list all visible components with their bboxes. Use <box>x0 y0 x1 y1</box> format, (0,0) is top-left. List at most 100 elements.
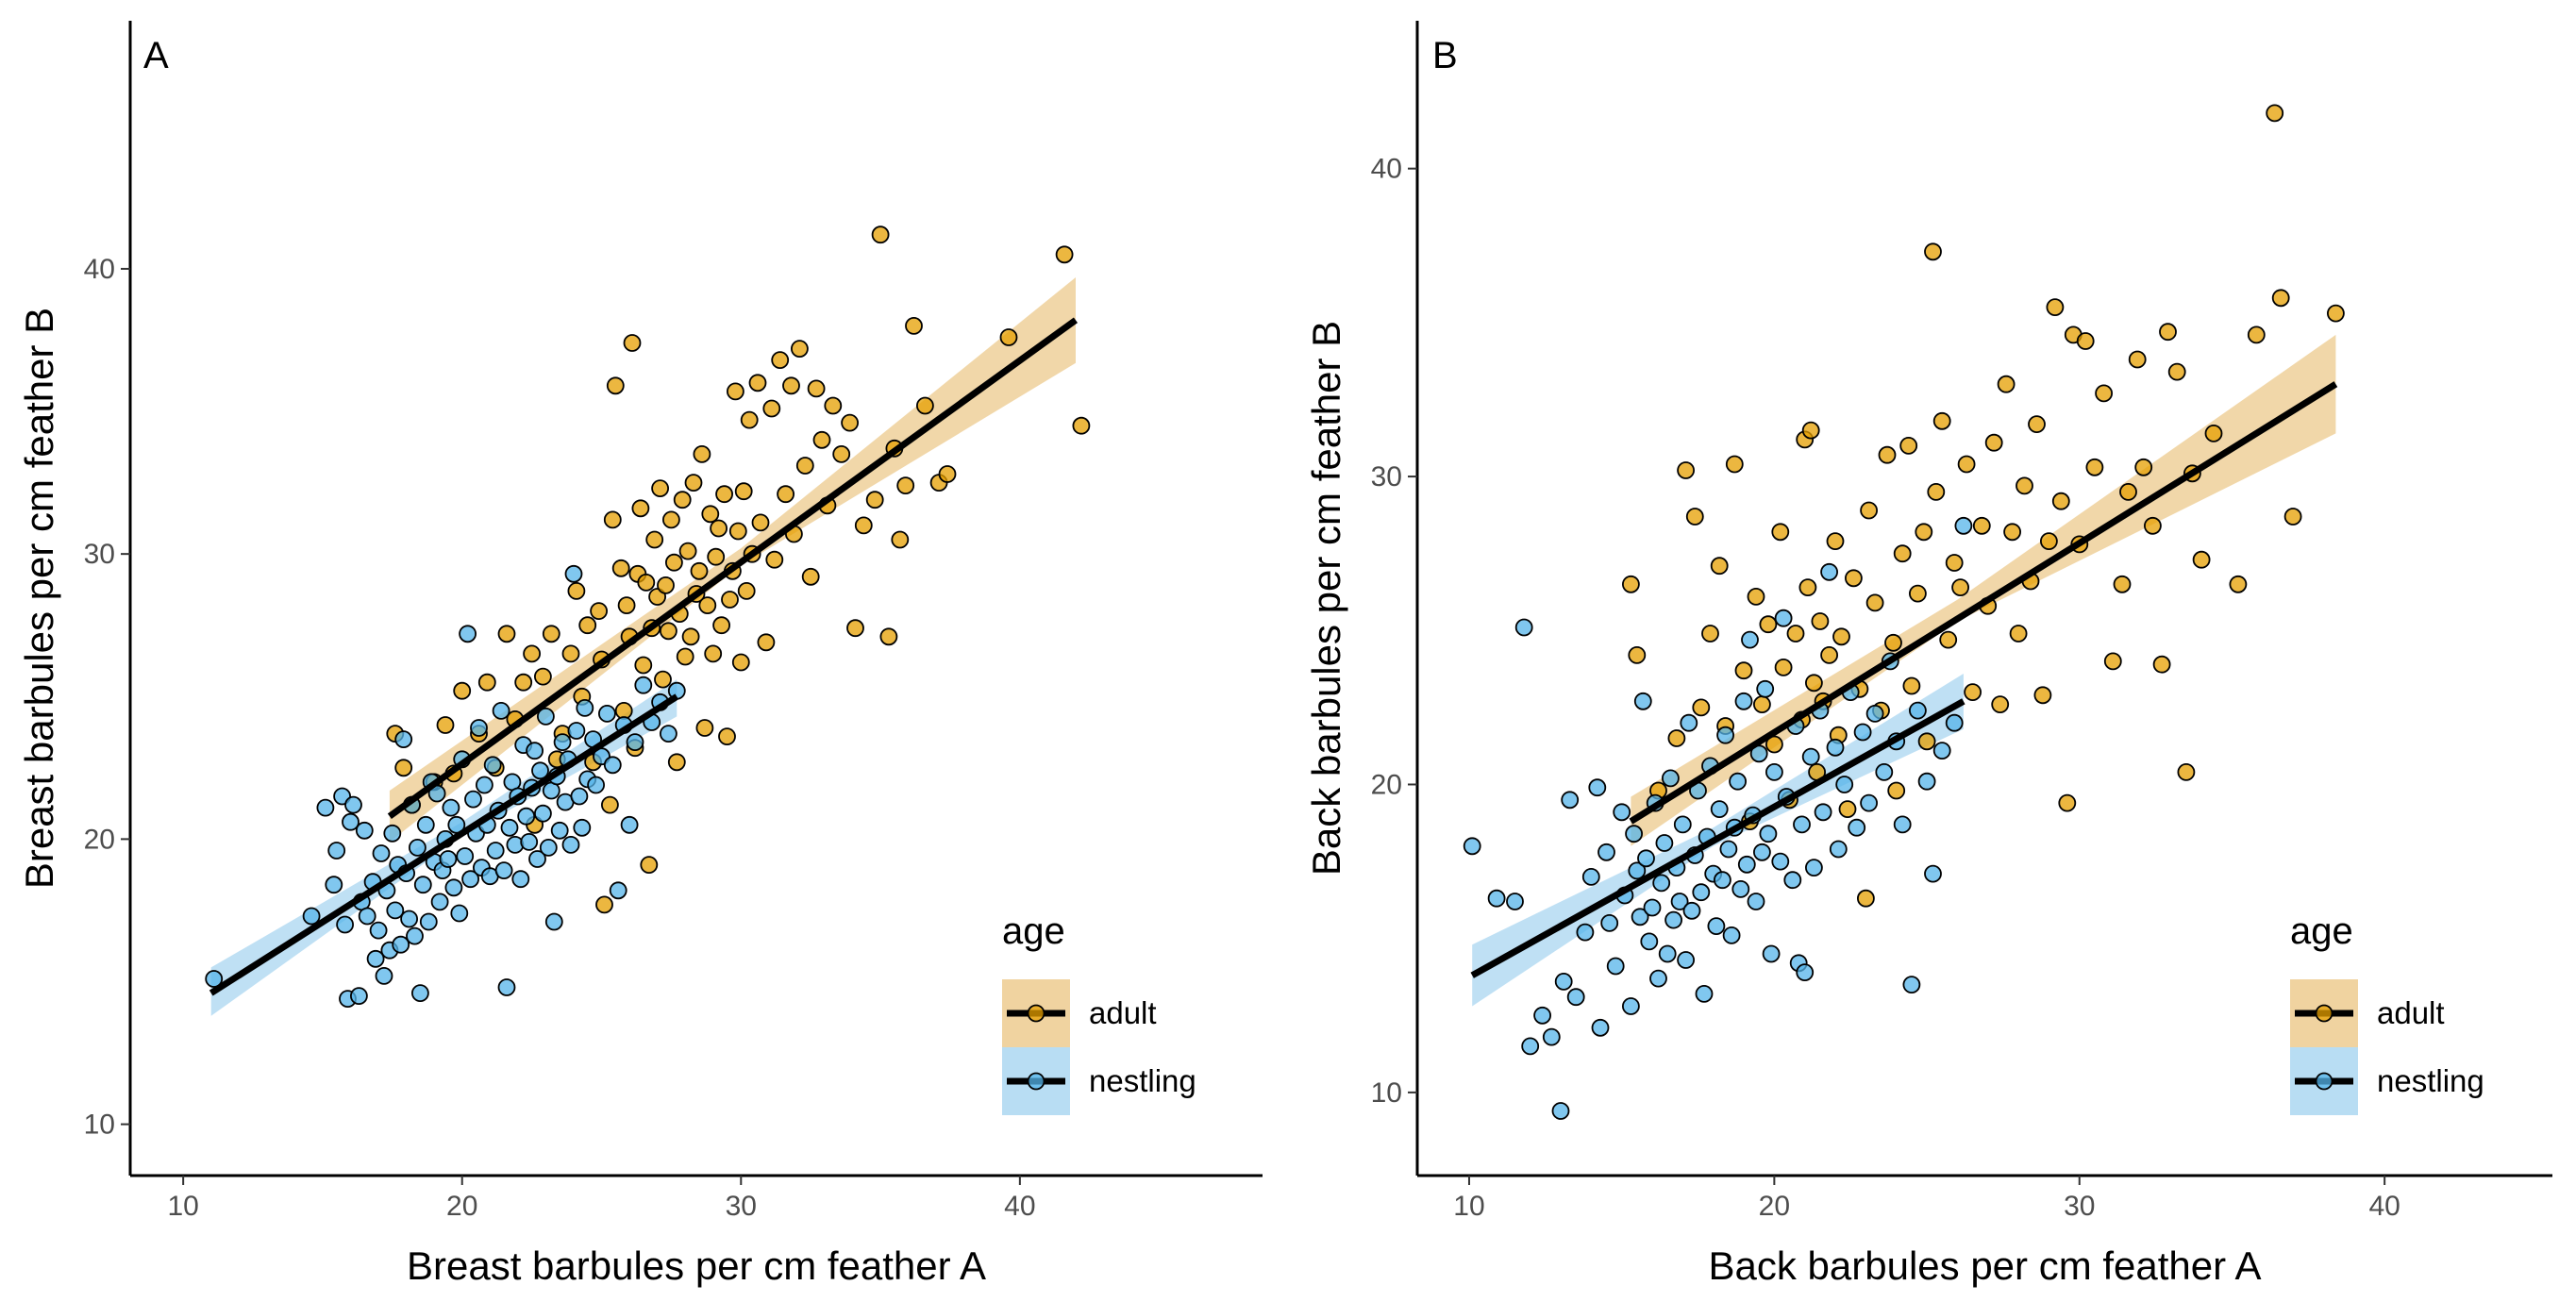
nestling-point <box>1551 1102 1570 1120</box>
nestling-point <box>1597 843 1615 861</box>
nestling-point <box>302 907 321 926</box>
nestling-point <box>383 824 402 843</box>
adult-point <box>704 644 723 663</box>
adult-point <box>1899 436 1918 455</box>
y-tick-label: 30 <box>1371 461 1402 492</box>
nestling-point <box>497 978 516 996</box>
adult-point <box>1838 800 1857 818</box>
adult-point <box>1951 578 1970 596</box>
panel-tag: B <box>1432 35 1458 76</box>
nestling-point <box>1917 772 1936 791</box>
nestling-point <box>1677 951 1695 969</box>
nestling-point <box>442 798 460 817</box>
nestling-point <box>1637 849 1655 868</box>
nestling-point <box>1692 883 1711 902</box>
nestling-point <box>1649 969 1667 988</box>
adult-point <box>1972 516 1991 535</box>
adult-point <box>1932 411 1951 430</box>
nestling-point <box>1487 889 1506 908</box>
nestling-point <box>598 705 616 723</box>
nestling-point <box>1640 932 1659 951</box>
adult-point <box>1786 625 1805 643</box>
legend-key-nestling <box>1002 1047 1070 1115</box>
adult-point <box>590 602 608 620</box>
adult-point <box>436 716 455 734</box>
panel-tag: A <box>143 35 169 76</box>
adult-fit-line <box>387 317 1079 820</box>
nestling-point <box>1591 1018 1610 1037</box>
adult-point <box>1917 732 1936 751</box>
adult-point <box>1734 661 1753 680</box>
adult-point <box>871 225 890 244</box>
nestling-point <box>410 984 429 1002</box>
adult-point <box>631 499 650 518</box>
adult-point <box>762 399 781 418</box>
adult-point <box>1692 698 1711 717</box>
nestling-point <box>1734 692 1753 710</box>
legend-title: age <box>1002 910 1065 952</box>
nestling-point <box>476 776 493 794</box>
adult-point <box>710 519 728 538</box>
nestling-point <box>573 818 592 837</box>
nestling-point <box>392 935 410 954</box>
legend-key-adult <box>2290 979 2358 1047</box>
nestling-point <box>1820 562 1838 581</box>
nestling-point <box>1796 963 1815 981</box>
adult-point <box>1865 593 1884 612</box>
adult-point <box>2192 550 2211 569</box>
adult-point <box>771 351 790 370</box>
adult-point <box>712 616 730 635</box>
adult-point <box>2113 575 2132 593</box>
nestling-point <box>358 907 376 926</box>
panel-b: 10 20 30 40 10 20 30 40 B Back barbules per cm … <box>1304 21 2552 1288</box>
adult-point <box>1845 569 1863 588</box>
adult-point <box>534 667 552 686</box>
adult-point <box>916 396 934 415</box>
nestling-point <box>1860 793 1878 812</box>
adult-point <box>2167 362 2186 381</box>
nestling-legend-point <box>2315 1072 2333 1091</box>
adult-point <box>1055 245 1074 264</box>
adult-point <box>2095 384 2114 403</box>
nestling-point <box>570 787 589 806</box>
y-tick-label: 20 <box>1371 769 1402 800</box>
nestling-point <box>1848 818 1866 837</box>
nestling-point <box>1662 769 1680 788</box>
nestling-point <box>1731 880 1750 898</box>
nestling-point <box>1506 893 1524 910</box>
adult-point <box>727 382 744 401</box>
adult-point <box>777 485 795 504</box>
adult-point <box>1984 433 2003 452</box>
adult-point <box>1677 461 1695 479</box>
nestling-point <box>1747 893 1765 910</box>
nestling-fit-line <box>1470 698 1965 978</box>
x-axis-title: Back barbules per cm feather A <box>1709 1244 2262 1288</box>
nestling-point <box>369 921 388 940</box>
nestling-point <box>1954 516 1973 535</box>
fit-lines <box>209 317 1079 996</box>
adult-point <box>782 376 800 395</box>
adult-point <box>2016 476 2033 495</box>
adult-point <box>824 396 843 415</box>
adult-point <box>748 374 767 392</box>
nestling-point <box>1756 679 1775 698</box>
adult-point <box>2204 424 2223 442</box>
x-tick-label: 10 <box>167 1191 198 1222</box>
nestling-point <box>1875 763 1894 781</box>
adult-point <box>879 627 898 646</box>
adult-point <box>2076 332 2095 350</box>
nestling-point <box>1521 1037 1540 1056</box>
adult-point <box>721 591 739 609</box>
adult-confidence-band <box>1631 334 2336 846</box>
adult-point <box>1710 557 1729 576</box>
y-tick-label: 10 <box>1371 1077 1402 1109</box>
adult-point <box>662 510 680 529</box>
nestling-point <box>1945 713 1964 732</box>
nestling-point <box>1783 871 1802 890</box>
nestling-point <box>609 881 627 900</box>
nestling-point <box>1588 778 1607 797</box>
adult-point <box>2119 483 2137 501</box>
nestling-point <box>1826 738 1845 757</box>
nestling-point <box>1793 815 1811 834</box>
